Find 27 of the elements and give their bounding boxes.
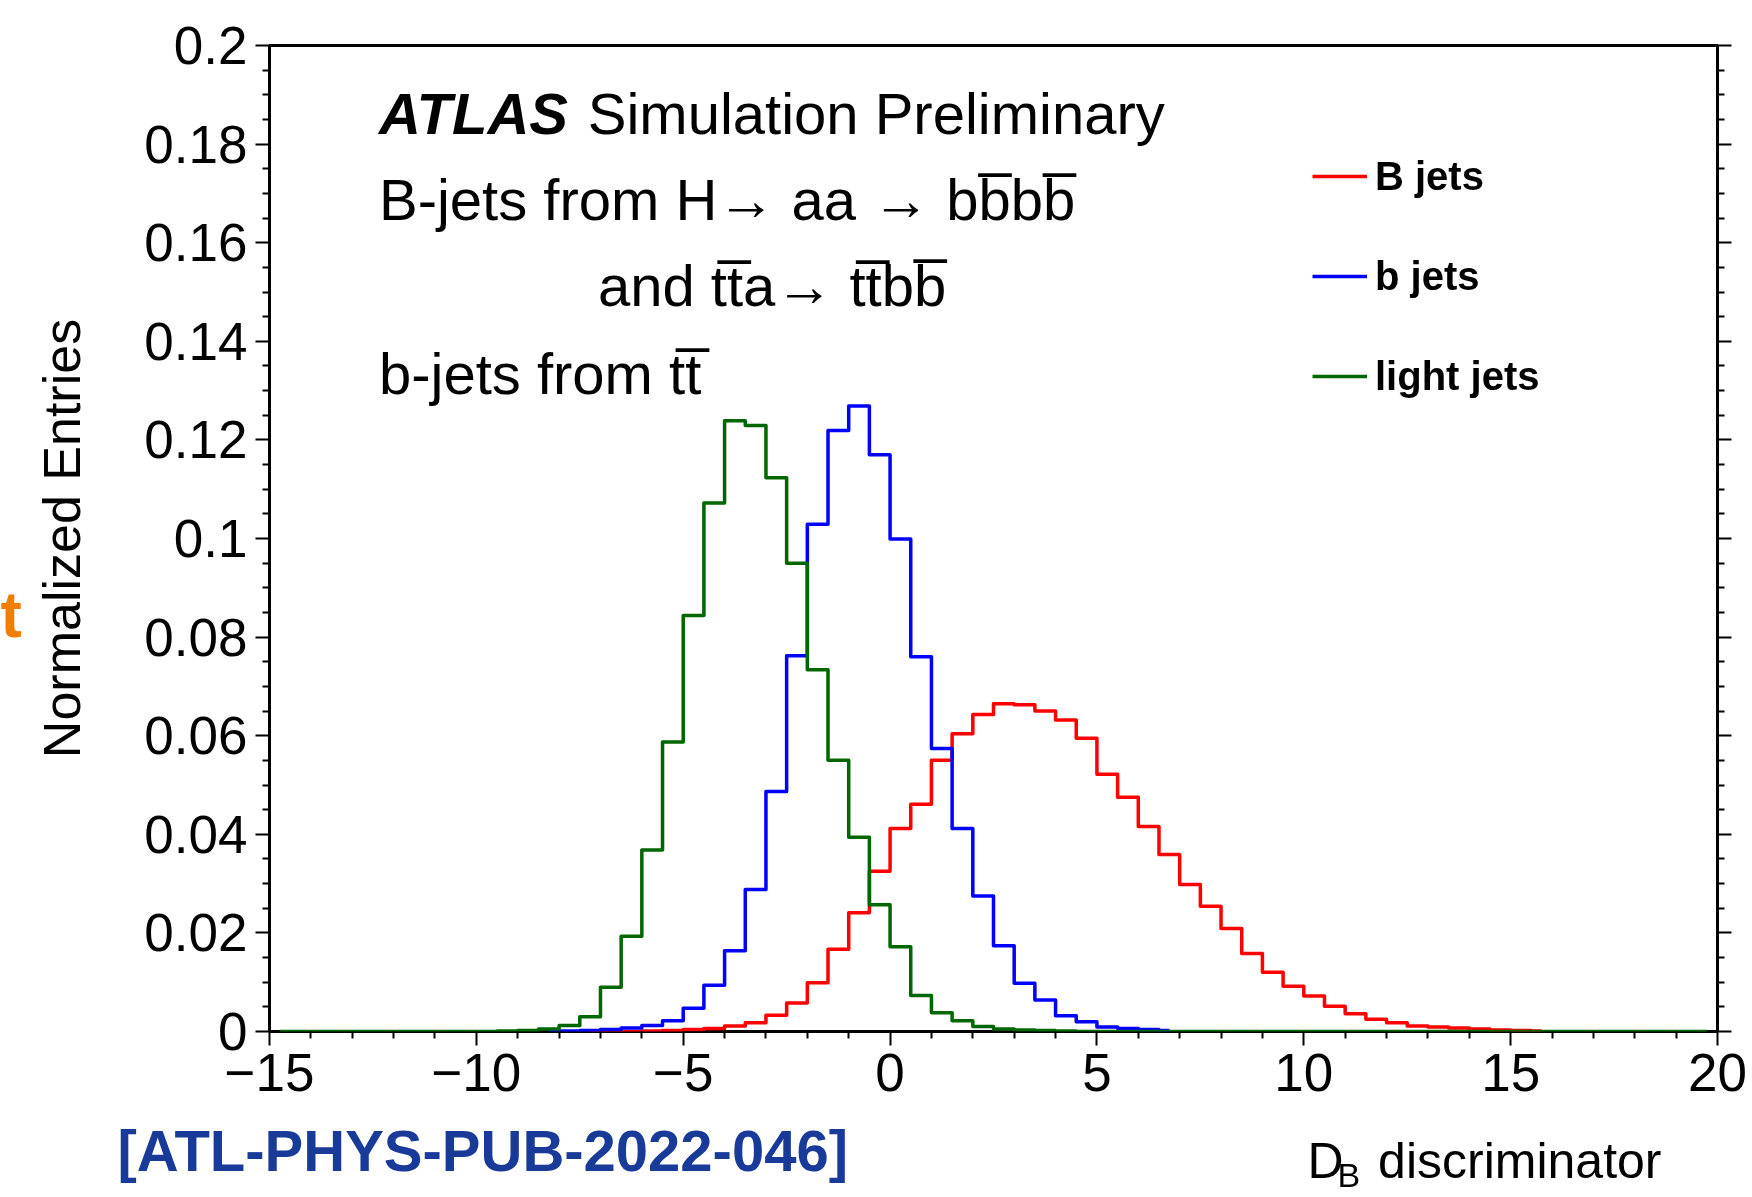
annotation: b-jets from tt̅ — [378, 341, 710, 406]
y-axis-title: Normalized Entries — [33, 318, 92, 759]
y-tick-label: 0.08 — [144, 607, 248, 667]
annotation: and tt̅a→ tt̅bb̅ — [597, 253, 948, 318]
x-tick-label: 20 — [1688, 1042, 1747, 1102]
y-tick-label: 0.12 — [144, 410, 248, 470]
y-tick-label: 0.04 — [144, 804, 248, 864]
y-tick-label: 0.06 — [144, 706, 248, 766]
legend-label: B jets — [1375, 153, 1484, 199]
y-tick-label: 0.2 — [173, 16, 248, 75]
x-tick-label: −5 — [653, 1042, 714, 1102]
x-tick-label: −10 — [431, 1042, 522, 1102]
x-tick-label: 5 — [1082, 1042, 1112, 1102]
y-tick-label: 0.14 — [144, 311, 248, 371]
y-tick-label: 0.02 — [144, 903, 248, 963]
legend-label: b jets — [1375, 253, 1480, 299]
y-tick-label: 0.16 — [144, 213, 248, 273]
annotation: B-jets from H→ aa → bb̅bb̅ — [378, 167, 1077, 232]
legend-label: light jets — [1375, 353, 1540, 399]
text: t — [0, 578, 22, 651]
text: [ATL-PHYS-PUB-2022-046] — [117, 1118, 849, 1183]
x-tick-label: 0 — [875, 1042, 905, 1102]
annotation: ATLAS Simulation Preliminary — [376, 81, 1165, 146]
y-tick-label: 0.18 — [144, 114, 248, 174]
x-tick-label: 15 — [1481, 1042, 1541, 1102]
y-tick-label: 0.1 — [173, 509, 248, 568]
x-tick-label: 10 — [1274, 1042, 1334, 1102]
